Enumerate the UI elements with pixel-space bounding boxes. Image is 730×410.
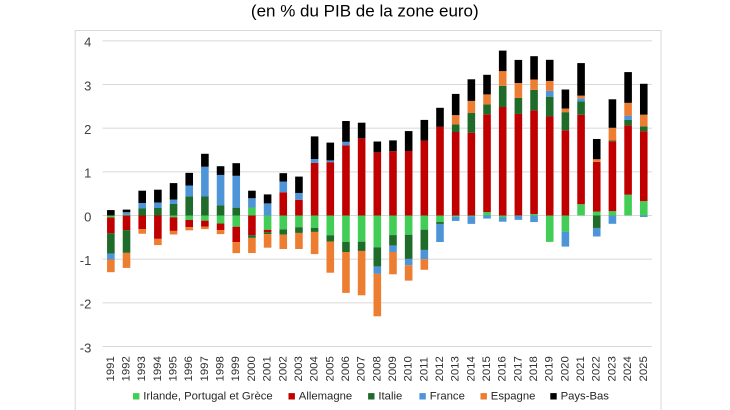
svg-text:2008: 2008 <box>371 356 383 381</box>
svg-text:1994: 1994 <box>152 356 164 381</box>
svg-text:1992: 1992 <box>121 356 133 381</box>
svg-text:2011: 2011 <box>418 357 430 382</box>
svg-text:1991: 1991 <box>105 356 117 381</box>
svg-text:2002: 2002 <box>277 356 289 381</box>
svg-text:3: 3 <box>84 78 91 93</box>
svg-text:0: 0 <box>84 209 91 224</box>
svg-text:1: 1 <box>84 166 91 181</box>
svg-text:Pays-Bas: Pays-Bas <box>561 391 610 403</box>
svg-text:2022: 2022 <box>591 356 603 381</box>
svg-text:1993: 1993 <box>136 356 148 381</box>
svg-text:Italie: Italie <box>378 391 402 403</box>
svg-text:2004: 2004 <box>309 356 321 381</box>
svg-text:1995: 1995 <box>168 356 180 381</box>
svg-text:2013: 2013 <box>450 356 462 381</box>
svg-text:2018: 2018 <box>528 356 540 381</box>
svg-text:2010: 2010 <box>403 356 415 381</box>
svg-text:1996: 1996 <box>183 356 195 381</box>
svg-text:2017: 2017 <box>512 356 524 381</box>
svg-text:2007: 2007 <box>356 356 368 381</box>
svg-text:2020: 2020 <box>559 356 571 381</box>
svg-text:2024: 2024 <box>622 356 634 381</box>
svg-text:2006: 2006 <box>340 356 352 381</box>
svg-text:2000: 2000 <box>246 356 258 381</box>
svg-text:-2: -2 <box>80 297 92 312</box>
svg-text:-1: -1 <box>80 253 92 268</box>
svg-text:2003: 2003 <box>293 356 305 381</box>
svg-text:(en % du PIB de la zone euro): (en % du PIB de la zone euro) <box>251 2 479 21</box>
svg-text:2025: 2025 <box>638 356 650 381</box>
svg-text:2009: 2009 <box>387 356 399 381</box>
svg-text:-3: -3 <box>80 340 92 355</box>
svg-text:Irlande, Portugal et Grèce: Irlande, Portugal et Grèce <box>143 391 272 403</box>
svg-text:2023: 2023 <box>606 356 618 381</box>
svg-text:2019: 2019 <box>544 356 556 381</box>
svg-text:2015: 2015 <box>481 356 493 381</box>
svg-text:4: 4 <box>84 35 91 50</box>
svg-text:2016: 2016 <box>497 356 509 381</box>
svg-text:2014: 2014 <box>465 356 477 381</box>
svg-text:2: 2 <box>84 122 91 137</box>
svg-text:France: France <box>430 391 465 403</box>
svg-text:Allemagne: Allemagne <box>299 391 352 403</box>
svg-text:2021: 2021 <box>575 356 587 381</box>
svg-text:1999: 1999 <box>230 356 242 381</box>
svg-text:Espagne: Espagne <box>491 391 536 403</box>
svg-text:2005: 2005 <box>324 356 336 381</box>
svg-text:2012: 2012 <box>434 356 446 381</box>
svg-text:2001: 2001 <box>262 356 274 381</box>
svg-text:1997: 1997 <box>199 356 211 381</box>
svg-text:1998: 1998 <box>215 356 227 381</box>
